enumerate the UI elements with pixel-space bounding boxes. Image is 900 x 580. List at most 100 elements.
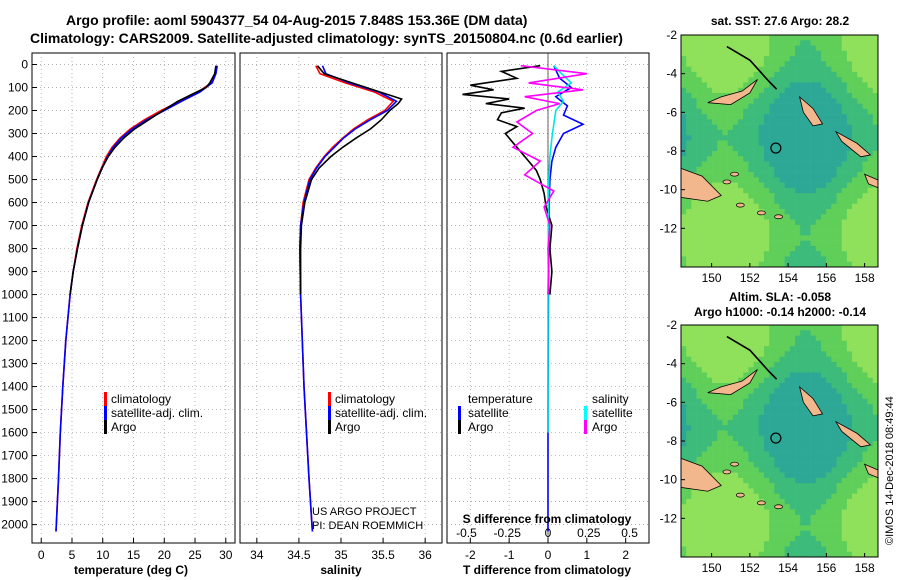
map-cell [753,483,760,489]
map-cell [831,50,837,57]
map-cell [758,224,765,231]
map-cell [836,551,843,558]
map-cell [846,224,853,231]
map-cell [748,98,754,104]
map-cell [758,451,765,458]
map-cell [857,404,863,410]
map-cell [800,172,806,178]
map-cell [795,414,801,421]
map-cell [701,240,708,247]
map-cell [800,535,806,542]
map-cell [867,151,874,157]
map-cell [743,82,749,89]
map-cell [795,520,801,526]
map-cell [748,477,754,484]
map-cell [712,251,718,257]
map-cell [826,356,832,363]
map-cell [732,261,739,268]
difference-x-label: T difference from climatology [463,563,631,577]
map-cell [743,430,749,437]
argo-location-marker [770,142,782,154]
map-cell [872,493,879,500]
map-cell [706,430,713,437]
map-cell [784,430,791,437]
map-cell [800,161,806,168]
map-cell [696,240,703,247]
map-cell [784,441,791,447]
map-cell [758,235,765,241]
map-cell [701,356,708,363]
map-cell [743,456,749,463]
map-cell [805,551,811,558]
map-cell [831,256,837,263]
map-cell [852,483,858,489]
map-cell [815,161,822,168]
map-cell [769,435,775,442]
map-cell [758,45,765,52]
map-cell [732,335,739,342]
map-cell [862,340,868,347]
map-cell [732,340,739,347]
map-cell [836,493,843,500]
map-cell [696,383,703,389]
map-cell [753,145,760,152]
map-cell [706,198,713,205]
map-cell [769,446,775,452]
map-cell [758,256,765,263]
map-cell [836,504,843,510]
map-cell [706,87,713,94]
map-cell [789,203,796,210]
map-cell [763,198,770,205]
map-cell [712,488,718,495]
map-cell [815,425,822,431]
map-cell [701,520,708,526]
map-cell [769,441,775,447]
map-cell [862,388,868,394]
map-cell [836,245,843,252]
map-cell [748,462,754,468]
map-cell [701,135,708,141]
map-cell [784,425,791,431]
map-cell [872,419,879,426]
map-cell [800,187,806,194]
map-cell [872,245,879,252]
map-cell [872,361,879,368]
map-cell [862,240,868,247]
map-cell [763,446,770,452]
map-cell [779,129,785,136]
map-cell [857,499,863,505]
map-cell [712,240,718,247]
map-cell [712,414,718,421]
map-cell [836,546,843,553]
map-cell [826,77,832,83]
map-cell [836,240,843,247]
map-cell [831,335,837,342]
map-cell [784,93,791,99]
map-cell [826,82,832,89]
map-cell [748,546,754,553]
map-cell [712,472,718,479]
map-cell [738,45,744,52]
map-cell [867,224,874,231]
map-cell [846,509,853,516]
map-cell [774,419,780,426]
map-cell [769,177,775,183]
map-cell [743,435,749,442]
map-cell [701,245,708,252]
map-cell [784,56,791,62]
map-cell [857,462,863,468]
map-cell [836,435,843,442]
map-cell [857,172,863,178]
map-cell [722,114,728,120]
map-cell [867,98,874,104]
map-cell [681,140,687,147]
map-cell [846,245,853,252]
map-cell [753,135,760,141]
map-cell [681,361,687,368]
map-cell [805,35,811,41]
map-cell [727,409,734,415]
map-cell [701,393,708,400]
map-cell [717,182,723,189]
map-cell [732,509,739,516]
map-cell [867,361,874,368]
